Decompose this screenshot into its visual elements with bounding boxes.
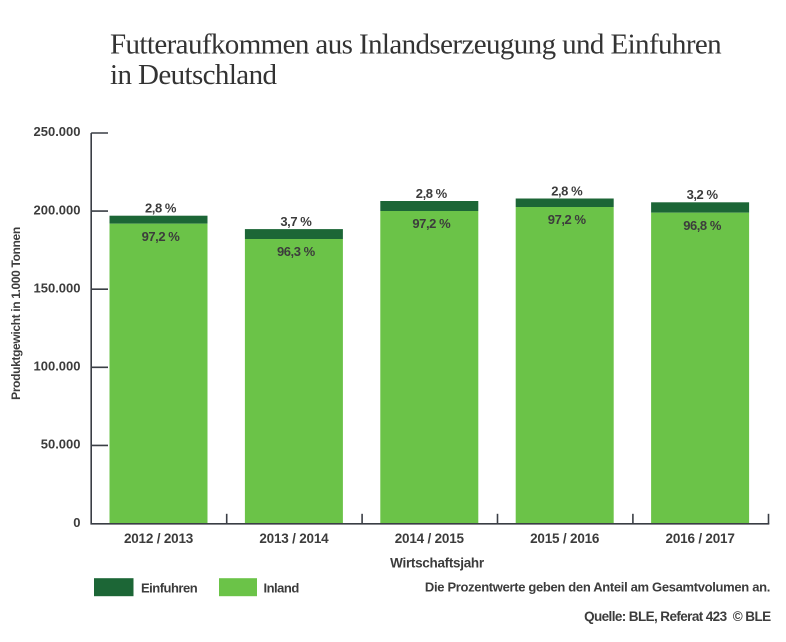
svg-text:96,3 %: 96,3 % (277, 244, 316, 259)
svg-text:Die Prozentwerte geben den Ant: Die Prozentwerte geben den Anteil am Ges… (425, 580, 770, 595)
svg-text:0: 0 (73, 515, 80, 530)
svg-text:2016 / 2017: 2016 / 2017 (666, 531, 735, 546)
svg-text:3,7 %: 3,7 % (280, 214, 312, 229)
svg-text:97,2 %: 97,2 % (548, 212, 587, 227)
svg-text:150.000: 150.000 (34, 280, 81, 295)
svg-text:2,8 %: 2,8 % (551, 183, 583, 198)
svg-text:97,2 %: 97,2 % (412, 216, 451, 231)
svg-text:2012 / 2013: 2012 / 2013 (124, 531, 194, 546)
svg-text:in Deutschland: in Deutschland (110, 59, 277, 91)
svg-text:97,2 %: 97,2 % (142, 229, 181, 244)
svg-text:Futteraufkommen aus Inlandserz: Futteraufkommen aus Inlandserzeugung und… (110, 29, 722, 61)
svg-text:Einfuhren: Einfuhren (141, 580, 198, 595)
svg-text:2,8 %: 2,8 % (145, 201, 177, 216)
svg-text:96,8 %: 96,8 % (683, 218, 722, 233)
svg-text:250.000: 250.000 (34, 124, 81, 139)
svg-text:Produktgewicht in 1.000 Tonnen: Produktgewicht in 1.000 Tonnen (9, 227, 23, 400)
svg-text:2015 / 2016: 2015 / 2016 (530, 531, 600, 546)
svg-text:3,2 %: 3,2 % (687, 187, 719, 202)
svg-text:2013 / 2014: 2013 / 2014 (259, 531, 329, 546)
svg-text:50.000: 50.000 (41, 437, 81, 452)
svg-text:2014 / 2015: 2014 / 2015 (395, 531, 465, 546)
svg-text:200.000: 200.000 (34, 202, 81, 217)
svg-text:Inland: Inland (264, 580, 300, 595)
svg-text:100.000: 100.000 (34, 359, 81, 374)
svg-text:Wirtschaftsjahr: Wirtschaftsjahr (390, 556, 485, 571)
svg-text:2,8 %: 2,8 % (416, 186, 448, 201)
svg-text:Quelle: BLE, Referat 423 © BL: Quelle: BLE, Referat 423 © BLE (584, 609, 771, 624)
